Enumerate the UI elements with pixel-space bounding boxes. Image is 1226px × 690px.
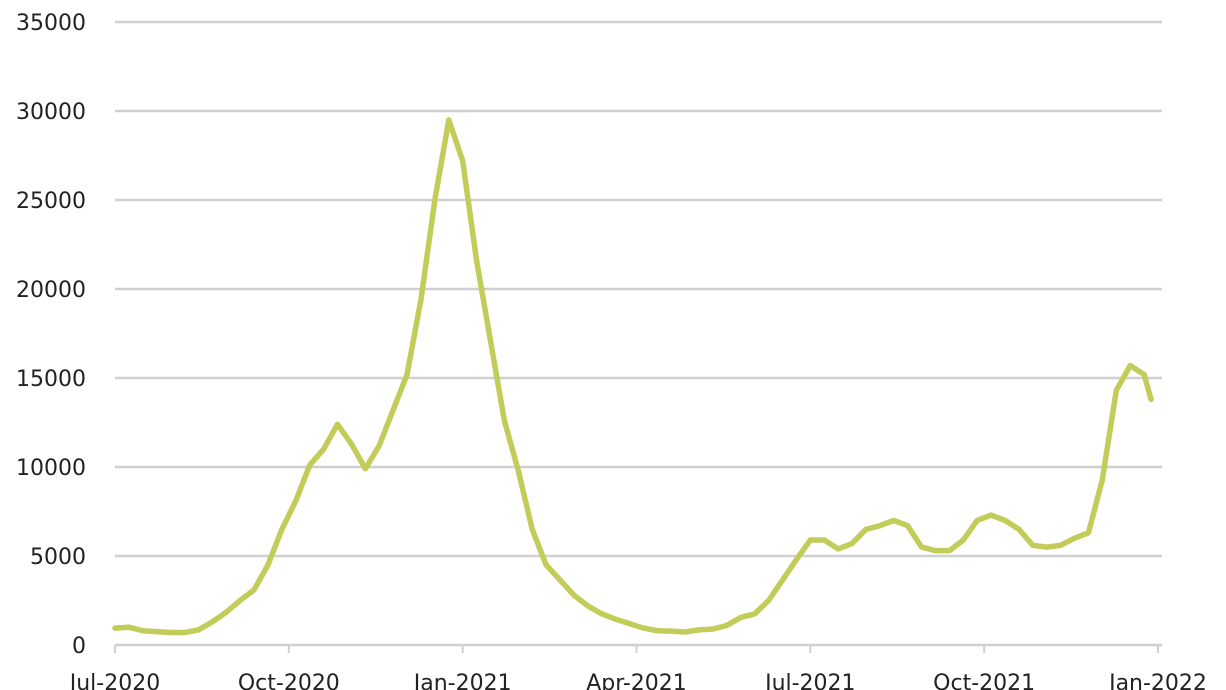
y-tick-label: 10000 bbox=[16, 456, 86, 481]
x-tick-label: Jul-2020 bbox=[68, 671, 160, 690]
y-tick-label: 35000 bbox=[16, 11, 86, 36]
x-tick-label: Apr-2021 bbox=[586, 671, 687, 690]
y-tick-label: 15000 bbox=[16, 367, 86, 392]
y-tick-label: 0 bbox=[72, 634, 86, 659]
x-tick-label: Oct-2021 bbox=[933, 671, 1035, 690]
x-tick-label: Jan-2022 bbox=[1107, 671, 1207, 690]
data-line bbox=[112, 117, 1154, 636]
y-tick-label: 5000 bbox=[30, 545, 86, 570]
x-tick-label: Jan-2021 bbox=[412, 671, 512, 690]
x-tick-label: Jul-2021 bbox=[763, 671, 855, 690]
y-tick-label: 25000 bbox=[16, 189, 86, 214]
y-tick-label: 20000 bbox=[16, 278, 86, 303]
x-tick-label: Oct-2020 bbox=[238, 671, 340, 690]
y-tick-label: 30000 bbox=[16, 100, 86, 125]
